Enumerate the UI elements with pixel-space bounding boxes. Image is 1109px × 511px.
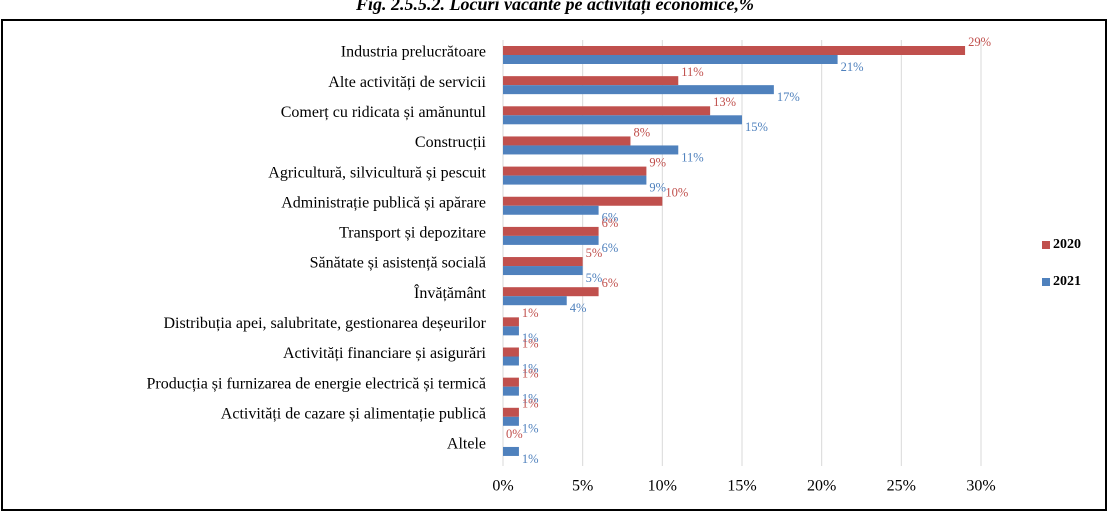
data-label: 6% [602, 216, 619, 230]
data-label: 1% [522, 422, 539, 436]
y-tick-label: Producția și furnizarea de energie elect… [146, 375, 486, 392]
data-label: 1% [522, 331, 539, 345]
bar [503, 145, 679, 155]
bar [503, 287, 599, 297]
y-tick-label: Comerț cu ridicata și amănuntul [281, 104, 487, 121]
data-label: 9% [649, 155, 666, 169]
bar [503, 356, 519, 366]
bar [503, 416, 519, 426]
data-label: 1% [522, 336, 539, 350]
y-tick-label: Alte activități de servicii [328, 74, 486, 91]
data-label: 11% [681, 65, 703, 79]
bar [503, 106, 711, 116]
data-label: 6% [602, 241, 619, 255]
bar [503, 136, 631, 146]
frame [1, 19, 1107, 511]
x-tick-label: 10% [648, 478, 677, 495]
bar [503, 46, 966, 55]
data-label: 9% [649, 180, 666, 194]
x-tick-label: 20% [807, 478, 836, 495]
y-tick-label: Sănătate și asistență socială [310, 255, 486, 272]
data-label: 21% [841, 60, 864, 74]
y-tick-label: Învățământ [414, 283, 487, 302]
x-tick-label: 15% [727, 478, 756, 495]
bar [503, 205, 599, 215]
bar [503, 196, 663, 206]
bar [503, 257, 583, 267]
data-label: 0% [506, 427, 523, 441]
bar [503, 407, 519, 417]
chart-title: Fig. 2.5.5.2. Locuri vacante pe activită… [355, 0, 754, 15]
y-tick-label: Construcții [415, 134, 487, 151]
legend-swatch [1042, 241, 1050, 249]
data-label: 6% [602, 276, 619, 290]
data-label: 1% [522, 392, 539, 406]
data-label: 1% [522, 367, 539, 381]
data-label: 17% [777, 90, 800, 104]
data-label: 11% [681, 150, 703, 164]
data-label: 1% [522, 306, 539, 320]
bar [503, 317, 519, 327]
y-tick-label: Activități de cazare și alimentație publ… [221, 405, 486, 422]
bar [503, 377, 519, 387]
y-tick-label: Altele [447, 436, 486, 453]
data-label: 15% [745, 120, 768, 134]
bar [503, 55, 838, 64]
data-label: 6% [602, 211, 619, 225]
bar [503, 296, 567, 306]
x-tick-label: 0% [492, 478, 513, 495]
y-tick-label: Transport și depozitare [339, 225, 486, 242]
y-tick-label: Distribuția apei, salubritate, gestionar… [163, 315, 486, 332]
data-label: 1% [522, 452, 539, 466]
bar [503, 226, 599, 236]
data-label: 29% [968, 35, 991, 49]
x-tick-label: 25% [887, 478, 916, 495]
bar [503, 266, 583, 276]
bar [503, 166, 647, 176]
bar [503, 175, 647, 185]
bar [503, 347, 519, 357]
bar [503, 446, 519, 456]
x-tick-label: 30% [966, 478, 995, 495]
data-label: 4% [570, 301, 587, 315]
bar [503, 326, 519, 336]
legend-swatch [1042, 278, 1050, 286]
y-tick-label: Agricultură, silvicultură și pescuit [268, 164, 486, 181]
data-label: 5% [586, 271, 603, 285]
data-label: 10% [665, 186, 688, 200]
data-label: 13% [713, 95, 736, 109]
legend-label: 2020 [1053, 237, 1081, 252]
data-label: 1% [522, 397, 539, 411]
legend-label: 2021 [1053, 274, 1081, 289]
y-tick-label: Administrație publică și apărare [281, 194, 486, 211]
y-tick-label: Activități financiare și asigurări [283, 345, 487, 362]
data-label: 1% [522, 361, 539, 375]
y-tick-label: Industria prelucrătoare [341, 44, 486, 61]
bar [503, 386, 519, 396]
x-tick-label: 5% [572, 478, 593, 495]
bar [503, 76, 679, 86]
bar [503, 85, 774, 95]
data-label: 5% [586, 246, 603, 260]
bar [503, 115, 742, 125]
bar [503, 235, 599, 245]
data-label: 8% [633, 125, 650, 139]
